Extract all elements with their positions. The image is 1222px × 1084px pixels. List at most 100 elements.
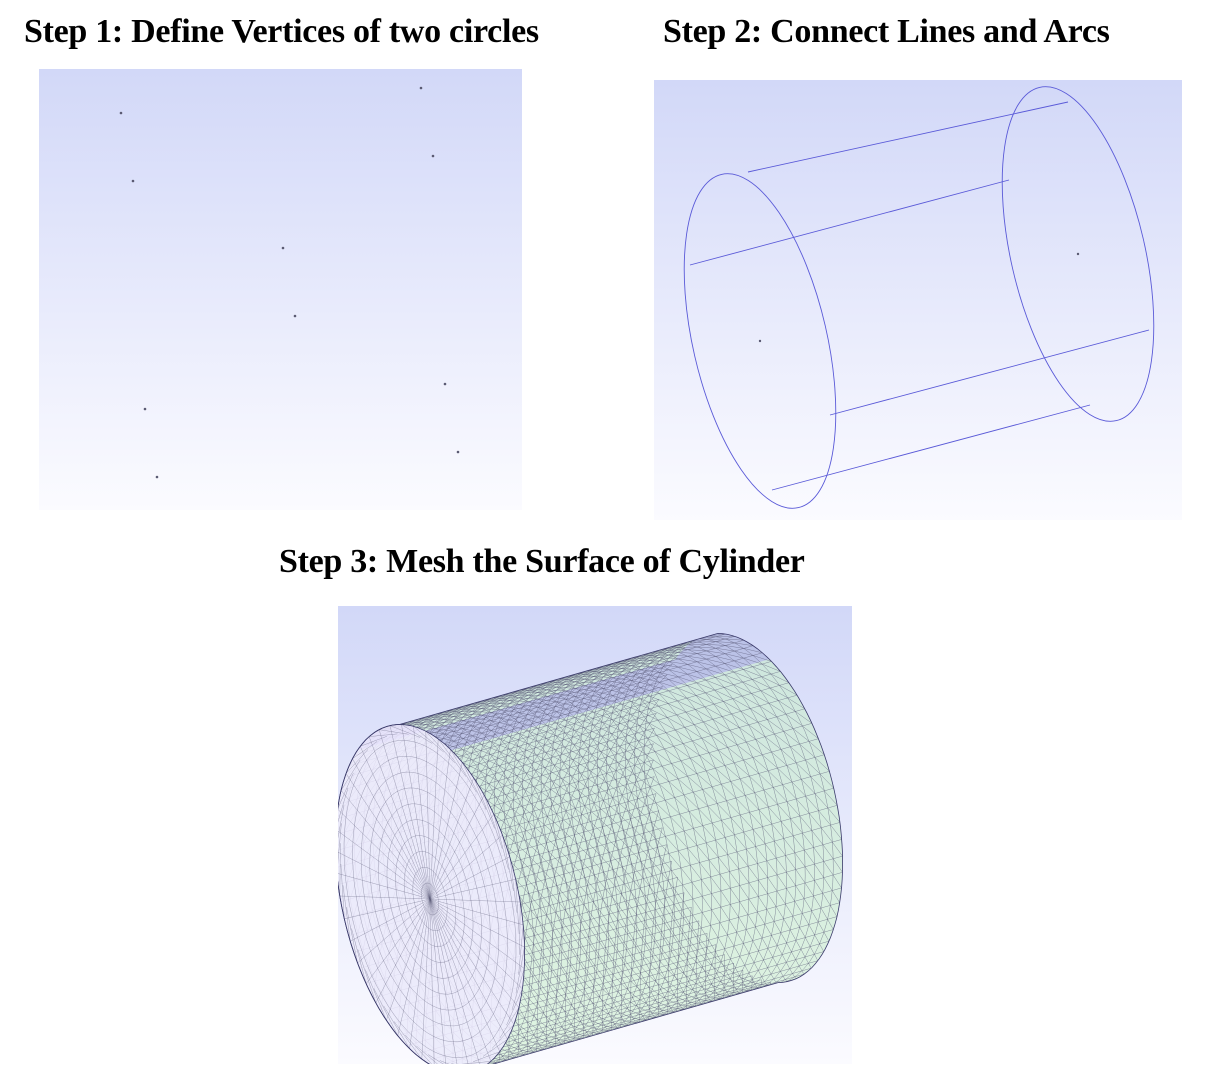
mesh-line [674,904,684,918]
mesh-line [718,857,730,872]
mesh-line [649,866,654,886]
mesh-line [805,937,811,947]
mesh-line [626,718,638,737]
cap-spoke [429,898,482,1064]
mesh-line [736,932,744,944]
mesh-line [586,840,601,856]
mesh-line [561,778,579,791]
mesh-line [606,914,610,932]
mesh-line [524,946,534,961]
mesh-line [795,940,802,950]
mesh-line [593,802,610,817]
mesh-line [569,764,579,785]
mesh-line [564,817,573,838]
mesh-line [832,890,840,903]
mesh-line [462,762,481,772]
mesh-line [715,665,735,673]
mesh-line [777,767,793,783]
mesh-line [782,784,797,800]
mesh-line [511,862,526,877]
mesh-line [574,887,579,907]
mesh-line [565,708,585,716]
mesh-line [575,676,595,678]
cap-diagonal [473,777,495,829]
mesh-line [649,695,669,704]
cap-diagonal [491,1024,515,1049]
cap-spoke [345,773,431,900]
mesh-line [721,820,735,835]
cap-spoke [413,726,431,900]
mesh-line [578,762,589,782]
mesh-line [580,824,596,839]
mesh-line [572,759,590,771]
mesh-line [739,901,749,915]
mesh-line [627,917,637,932]
mesh-line [524,840,540,855]
mesh-line [589,944,599,958]
cap-spoke [429,834,503,900]
mesh-line [650,684,669,692]
mesh-line [471,759,490,769]
mesh-line [560,927,563,945]
mesh-line [563,761,581,774]
mesh-line [702,825,716,841]
mesh-line [577,868,583,889]
mesh-ring [522,670,712,1021]
mesh-line [649,708,668,718]
mesh-line [771,823,784,839]
cap-diagonal [425,731,456,764]
mesh-line [586,936,589,953]
mesh-line [670,816,685,832]
mesh-line [755,926,763,939]
mesh-line [727,934,735,947]
mesh-line [690,865,702,880]
mesh-line [646,776,655,797]
mesh-line [571,906,575,925]
mesh-line [577,897,590,912]
cap-spoke [352,758,431,900]
mesh-line [804,866,815,881]
mesh-line [605,782,623,796]
mesh-line [651,822,666,837]
mesh-line [702,896,712,910]
mesh-line [518,830,526,851]
mesh-line [687,673,707,681]
mesh-line [755,846,768,861]
mesh-line [552,780,569,794]
mesh-line [650,660,670,662]
mesh-line [541,932,545,951]
mesh-line [814,934,820,945]
mesh-line [612,869,625,885]
mesh-line [589,928,600,943]
mesh-line [588,775,598,796]
mesh-line [616,767,626,788]
mesh-line [665,879,669,899]
mesh-line [481,708,501,711]
mesh-line [543,871,557,886]
mesh-line [693,828,707,843]
mesh-line [774,733,791,747]
mesh-line [631,792,647,806]
cap-diagonal [484,795,503,849]
mesh-line [506,845,521,860]
mesh-line [767,967,772,975]
mesh-line [678,658,698,663]
mesh-line [624,776,641,790]
cap-spoke [429,898,492,1062]
mesh-line [416,721,436,723]
mesh-line [683,830,698,846]
mesh-line [691,882,703,897]
mesh-line [750,708,768,720]
mesh-line [790,818,803,834]
mesh-line [444,725,464,729]
mesh-line [674,877,678,896]
mesh-line [821,827,833,843]
mesh-line [649,949,652,964]
mesh-line [530,952,533,970]
mesh-line [801,970,805,975]
cap-diagonal [502,834,514,892]
mesh-line [574,729,593,740]
mesh-line [593,965,596,980]
mesh-line [601,736,620,747]
mesh-line [697,653,716,657]
